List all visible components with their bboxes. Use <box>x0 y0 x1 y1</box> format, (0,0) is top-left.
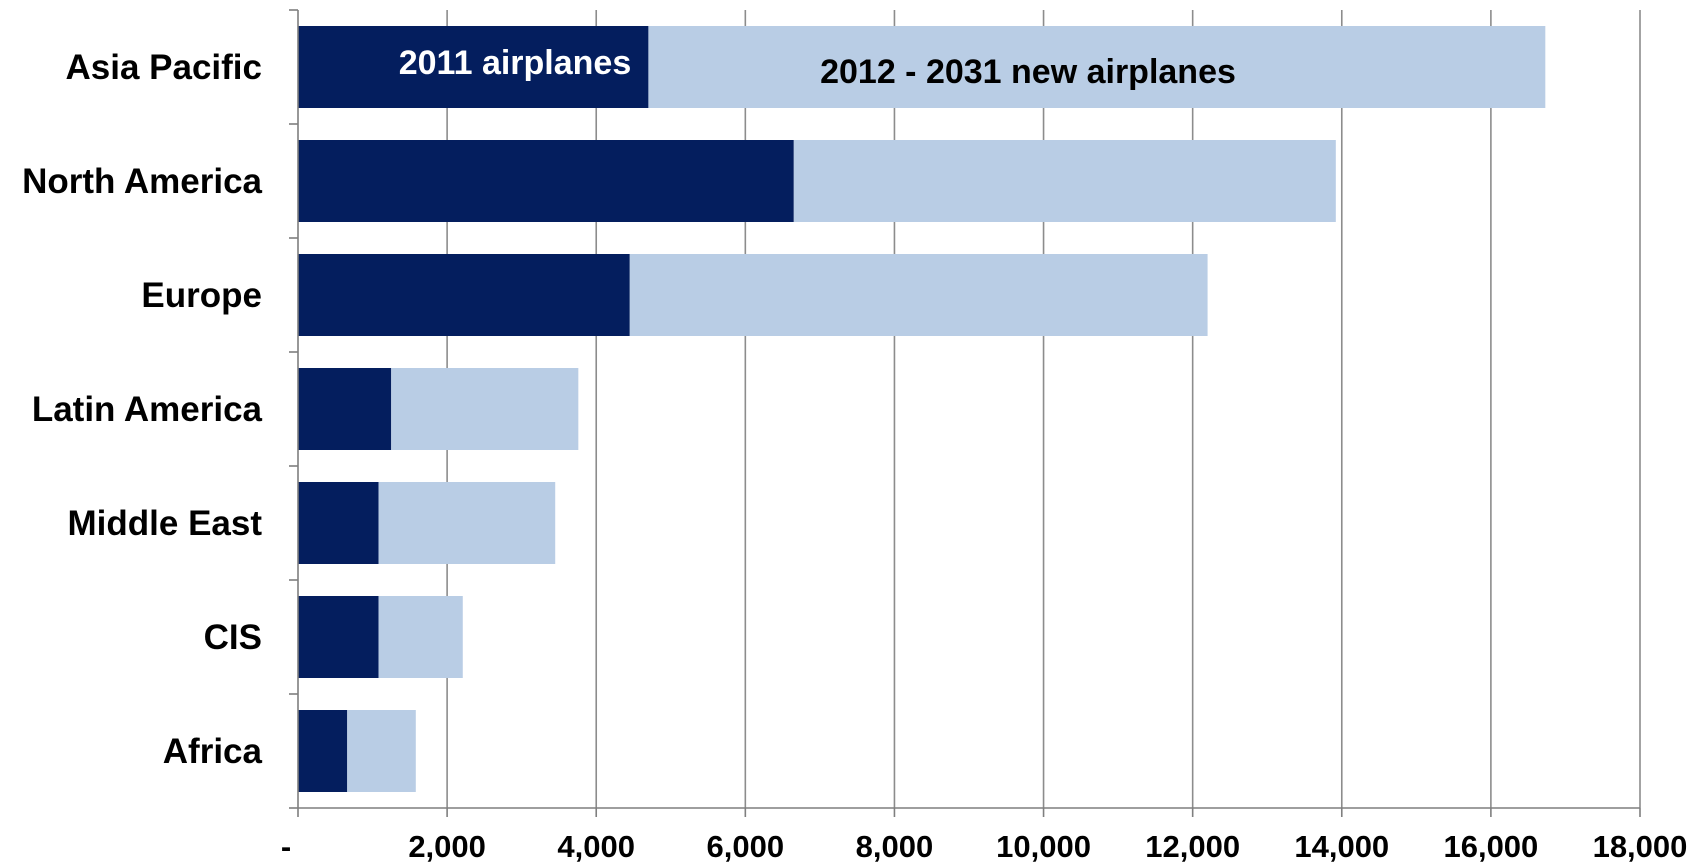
category-label: Middle East <box>68 504 263 543</box>
series-labels: 2011 airplanes 2012 - 2031 new airplanes <box>399 44 1236 91</box>
grid-lines <box>446 10 1641 808</box>
category-label: Europe <box>141 276 262 315</box>
category-label: Latin America <box>32 390 263 429</box>
category-labels: Asia Pacific North America Europe Latin Ame… <box>22 48 262 771</box>
x-tick-label: 10,000 <box>996 829 1091 864</box>
bar-asia-pacific-series-1 <box>648 26 1546 108</box>
bar-latin-america-series-0 <box>298 368 392 450</box>
bars <box>298 26 1546 792</box>
bar-europe-series-1 <box>629 254 1208 336</box>
axes <box>289 9 1641 817</box>
bar-middle-east-series-0 <box>298 482 379 564</box>
x-tick-label: 14,000 <box>1294 829 1389 864</box>
bar-north-america-series-1 <box>793 140 1336 222</box>
category-label: CIS <box>204 618 262 657</box>
series-label-2011: 2011 airplanes <box>399 44 632 82</box>
x-tick-labels: - 2,000 4,000 6,000 8,000 10,000 12,000 14,000 1… <box>281 829 1688 864</box>
bar-africa-series-1 <box>347 710 416 792</box>
x-tick-label: - <box>281 829 291 864</box>
x-tick-label: 12,000 <box>1145 829 1240 864</box>
category-label: Asia Pacific <box>66 48 263 87</box>
bar-europe-series-0 <box>298 254 630 336</box>
bar-middle-east-series-1 <box>378 482 556 564</box>
category-label: Africa <box>163 732 263 771</box>
bar-cis-series-0 <box>298 596 379 678</box>
x-tick-label: 4,000 <box>557 829 635 864</box>
series-label-2012-2031: 2012 - 2031 new airplanes <box>820 53 1236 91</box>
bar-africa-series-0 <box>298 710 348 792</box>
x-tick-label: 18,000 <box>1593 829 1688 864</box>
x-tick-label: 2,000 <box>408 829 486 864</box>
bar-cis-series-1 <box>378 596 463 678</box>
bar-north-america-series-0 <box>298 140 794 222</box>
x-tick-label: 6,000 <box>707 829 785 864</box>
x-tick-label: 8,000 <box>856 829 934 864</box>
category-label: North America <box>22 162 262 201</box>
x-tick-label: 16,000 <box>1443 829 1538 864</box>
bar-asia-pacific-series-0 <box>298 26 649 108</box>
bar-latin-america-series-1 <box>391 368 579 450</box>
